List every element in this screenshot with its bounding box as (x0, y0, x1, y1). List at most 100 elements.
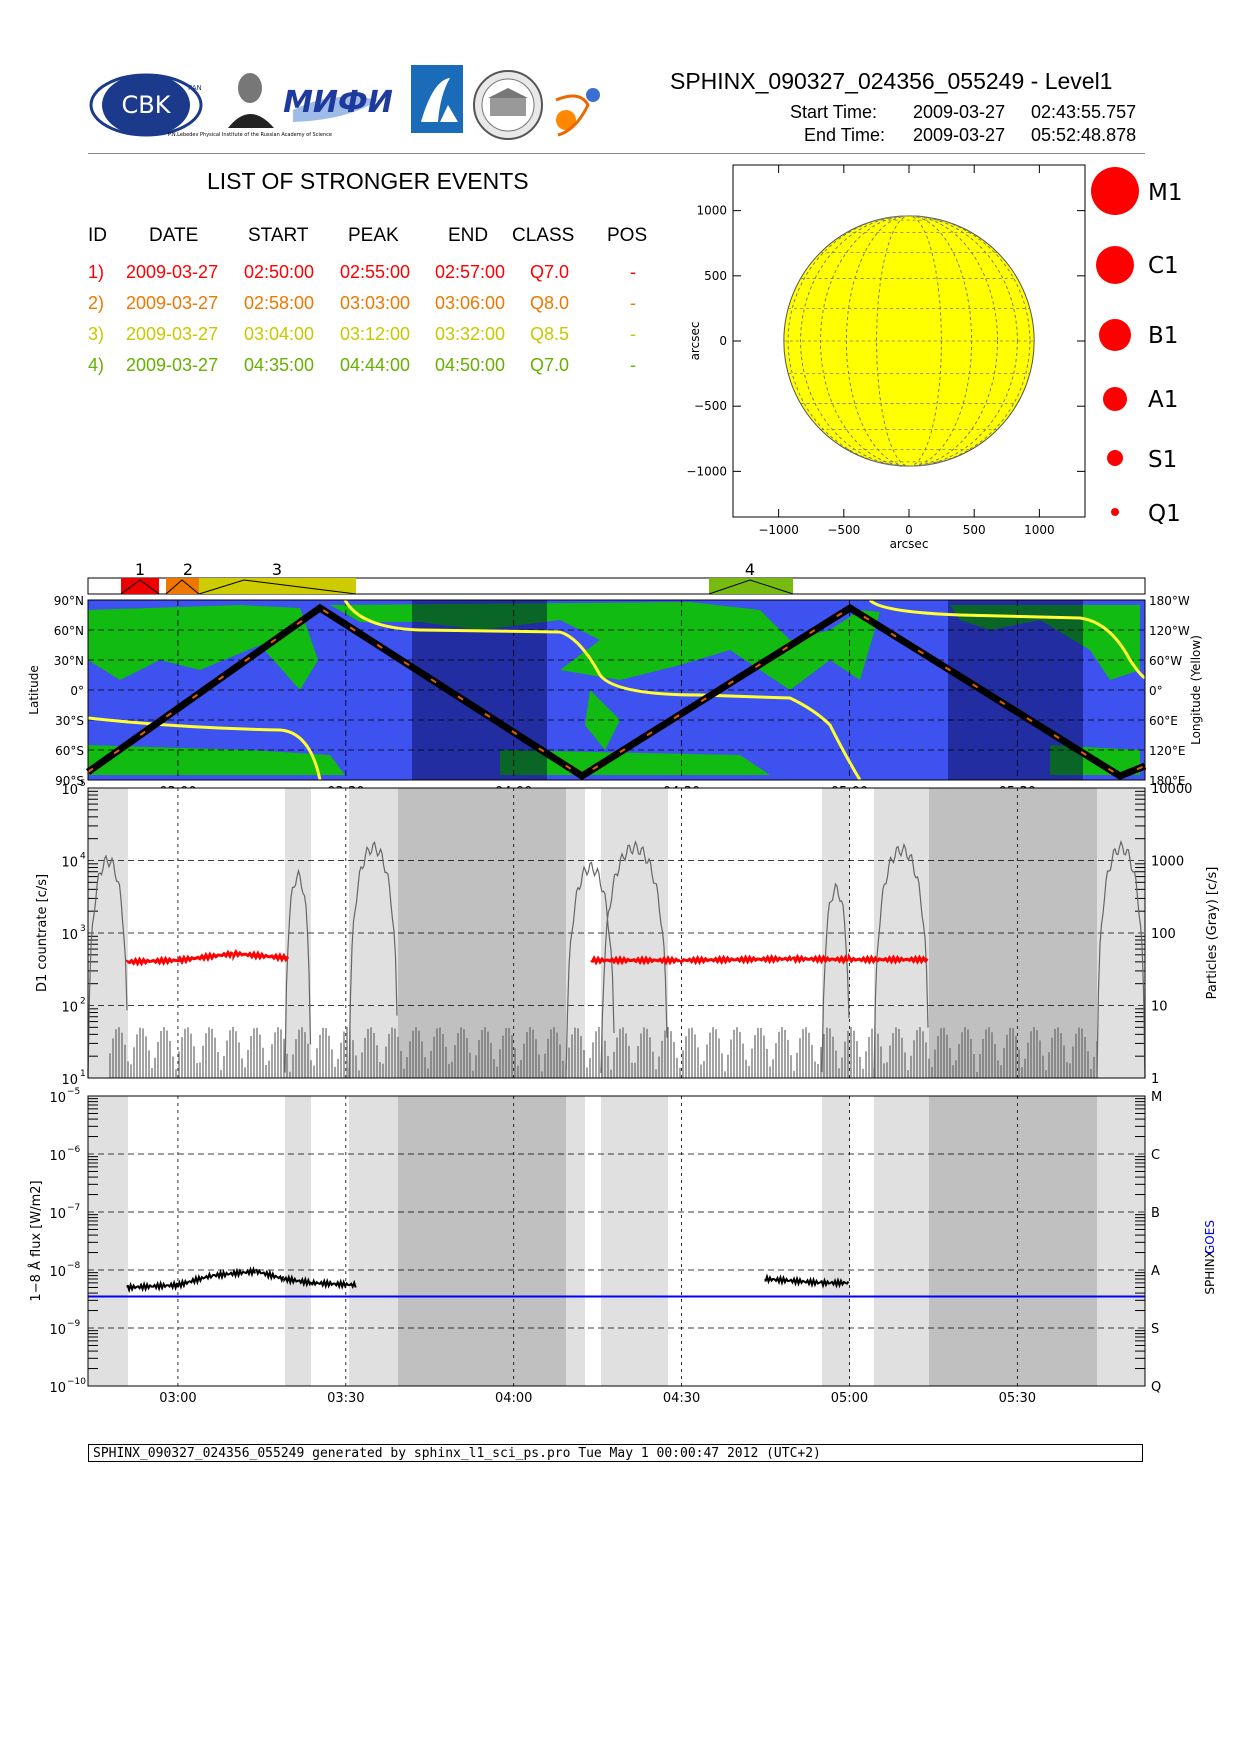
event-1-peak: 02:55:00 (340, 262, 411, 282)
counts-ytick-exp: 1 (80, 1069, 86, 1079)
counts-ytick-label: 10 (61, 1001, 78, 1016)
lon-tick-label: 60°W (1149, 654, 1182, 668)
legend-dot-b1 (1099, 319, 1131, 351)
lat-tick-label: 0° (70, 684, 84, 698)
col-end: END (448, 225, 489, 246)
event-4-start: 04:35:00 (244, 355, 315, 375)
event-bar-label-3: 3 (272, 560, 282, 579)
legend-label-a1: A1 (1148, 387, 1178, 413)
legend-dot-c1 (1096, 246, 1134, 284)
sun-logo (555, 88, 600, 137)
goes-class-label: C (1151, 1148, 1160, 1163)
start-date: 2009-03-27 (913, 102, 1006, 122)
start-time: 02:43:55.757 (1031, 102, 1137, 122)
cbk-text: CBK (122, 91, 172, 119)
counts-y2tick-label: 10 (1151, 1000, 1168, 1015)
orbit-ylabel: Latitude (27, 665, 41, 714)
lon-tick-label: 120°W (1149, 624, 1190, 638)
footer-text: SPHINX_090327_024356_055249 generated by… (93, 1446, 821, 1461)
lon-tick-label: 60°E (1149, 714, 1178, 728)
goes-class-label: M (1151, 1090, 1162, 1105)
counts-y2tick-label: 1000 (1151, 855, 1184, 870)
flux-time-label: 04:00 (495, 1391, 532, 1406)
counts-ytick-exp: 5 (80, 779, 86, 789)
flux-time-label: 05:00 (831, 1391, 868, 1406)
flux-panel: 10 −5 M10 −6 C10 −7 B10 −8 A10 −9 S10 −10 Q03:00 03:3… (28, 1087, 1217, 1406)
goes-class-label: S (1151, 1322, 1159, 1337)
sun-xtick-label: 1000 (1024, 523, 1055, 537)
goes-class-label: A (1151, 1264, 1160, 1279)
flux-ytick-exp: −5 (67, 1087, 80, 1097)
event-bar-label-2: 2 (183, 560, 193, 579)
event-2-peak: 03:03:00 (340, 293, 411, 313)
lat-tick-label: 90°S (55, 774, 84, 788)
logos: CBK PAN P.N.Lebedev Physical Institute o… (89, 65, 600, 140)
institute-logo (411, 65, 463, 133)
event-2-cls: Q8.0 (530, 293, 570, 313)
flux-ylabel: 1−8 Å flux [W/m2] (28, 1180, 44, 1301)
legend-dot-a1 (1103, 387, 1127, 411)
lebedev-portrait-logo: P.N.Lebedev Physical Institute of the Ru… (168, 66, 332, 138)
flux-ytick-exp: −6 (67, 1145, 81, 1155)
sun-disk-plot: 1000 500 0 −500 −1000 −1000 −500 0 500 1000 arcse… (686, 164, 1086, 551)
counts-ytick-exp: 3 (80, 924, 86, 934)
flux-ytick-exp: −7 (67, 1203, 80, 1213)
col-id: ID (88, 225, 107, 246)
event-2-date: 2009-03-27 (126, 293, 219, 313)
counts-ytick-label: 10 (61, 928, 78, 943)
event-3-end: 03:32:00 (435, 324, 506, 344)
event-4-date: 2009-03-27 (126, 355, 219, 375)
sphinx-label: SPHINX (1203, 1250, 1217, 1295)
counts-ytick-exp: 2 (80, 997, 86, 1007)
event-bar-label-1: 1 (135, 560, 145, 579)
sun-ytick-label: 500 (704, 269, 727, 283)
legend-dot-s1 (1107, 450, 1123, 466)
event-3-peak: 03:12:00 (340, 324, 411, 344)
counts-y2tick-label: 1 (1151, 1072, 1159, 1087)
event-1-date: 2009-03-27 (126, 262, 219, 282)
start-time-label: Start Time: (790, 102, 878, 122)
end-time: 05:52:48.878 (1031, 125, 1137, 145)
logo-strip: CBK PAN P.N.Lebedev Physical Institute o… (88, 60, 648, 150)
legend-dot-q1 (1111, 508, 1119, 516)
flux-time-label: 03:00 (159, 1391, 196, 1406)
event-4-pos: - (630, 355, 636, 375)
event-1-cls: Q7.0 (530, 262, 570, 282)
counts-ytick-label: 10 (61, 1073, 78, 1088)
lon-tick-label: 180°E (1149, 774, 1186, 788)
lat-tick-label: 90°N (54, 594, 84, 608)
event-1-pos: - (630, 262, 636, 282)
event-4-id: 4) (88, 355, 105, 375)
legend-dot-m1 (1091, 167, 1139, 215)
event-4-end: 04:50:00 (435, 355, 506, 375)
counts-ytick-label: 10 (61, 856, 78, 871)
flux-ytick-label: 10 (49, 1381, 66, 1396)
col-peak: PEAK (348, 225, 399, 246)
time-series-panels: 1 2 3 4 90°N 180°W60°N 120°W30°N 60°W0° 0°30… (27, 560, 1220, 1406)
page-title: SPHINX_090327_024356_055249 - Level1 (670, 68, 1113, 94)
col-start: START (248, 225, 309, 246)
legend-label-s1: S1 (1148, 447, 1177, 473)
counts-y2label: Particles (Gray) [c/s] (1205, 867, 1220, 1000)
end-date: 2009-03-27 (913, 125, 1006, 145)
sun-xtick-label: 0 (905, 523, 913, 537)
event-2-start: 02:58:00 (244, 293, 315, 313)
svg-text:PAN: PAN (188, 84, 202, 92)
sun-ytick-label: −500 (694, 399, 727, 413)
footer-bar: SPHINX_090327_024356_055249 generated by… (88, 1444, 1143, 1462)
goes-class-label: B (1151, 1206, 1160, 1221)
orbit-panel: 90°N 180°W 60°N 120°W 30°N 60°W 0° 0° 30°S 60°E 60… (27, 594, 1203, 800)
event-4-cls: Q7.0 (530, 355, 570, 375)
sun-xtick-label: −1000 (758, 523, 799, 537)
svg-text:МИФИ: МИФИ (283, 85, 393, 120)
goes-label: GOES (1203, 1220, 1217, 1254)
col-pos: POS (607, 225, 648, 246)
flux-time-label: 03:30 (327, 1391, 364, 1406)
col-class: CLASS (512, 225, 575, 246)
event-3-start: 03:04:00 (244, 324, 315, 344)
orbit-y2label: Longitude (Yellow) (1189, 635, 1203, 745)
flux-ytick-label: 10 (49, 1323, 66, 1338)
lat-tick-label: 30°N (54, 654, 84, 668)
flux-ytick-label: 10 (49, 1265, 66, 1280)
lat-tick-label: 60°S (55, 744, 84, 758)
